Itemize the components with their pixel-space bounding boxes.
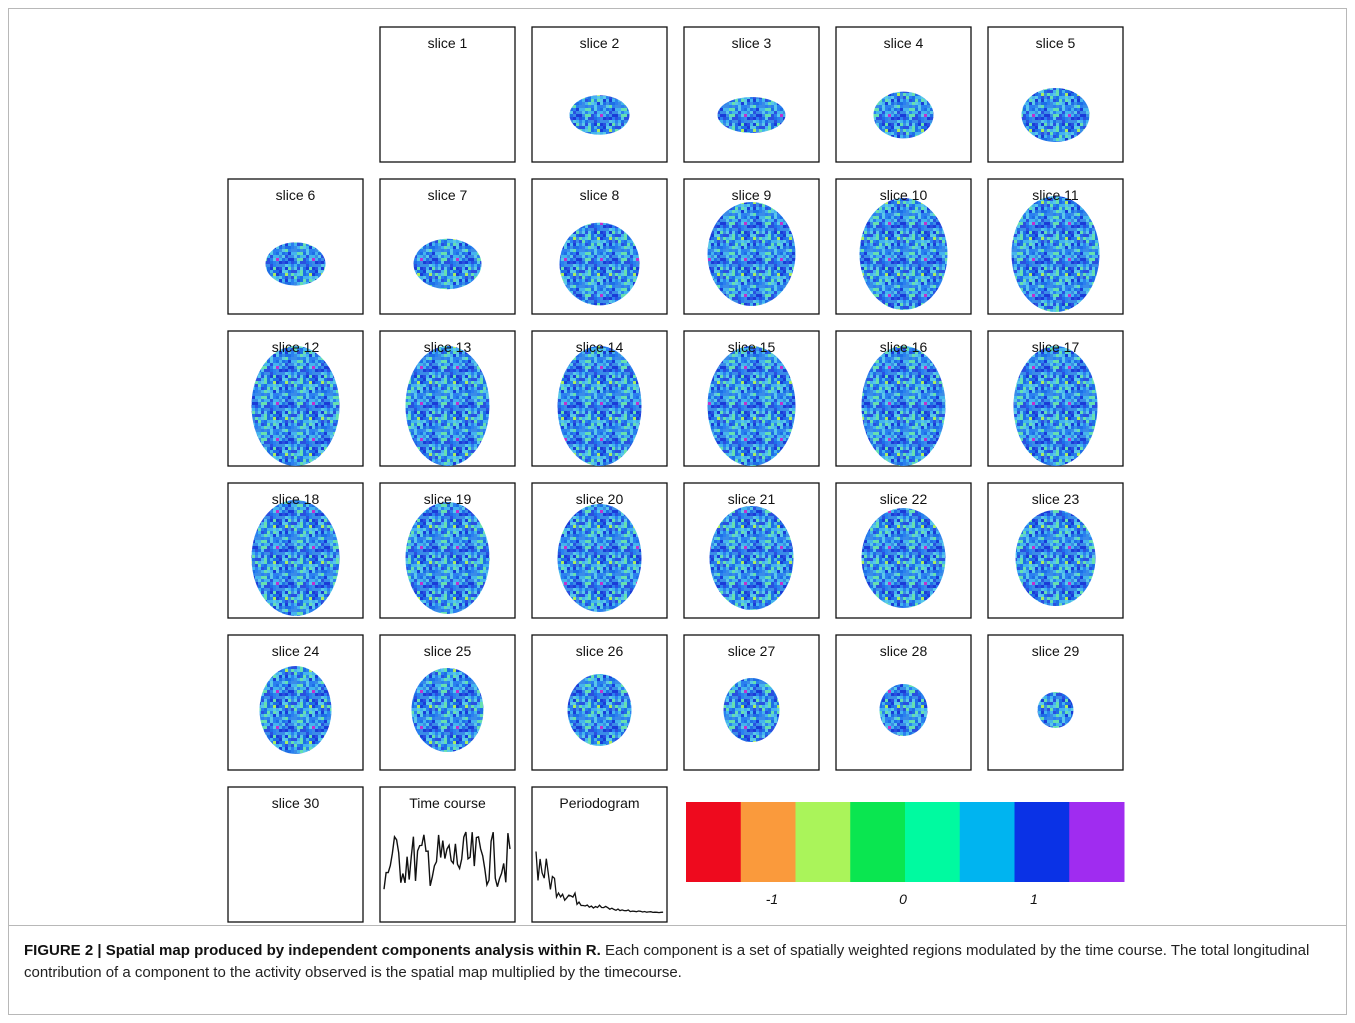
colorbar-swatch bbox=[686, 802, 741, 882]
panel-title: slice 23 bbox=[1032, 491, 1080, 507]
brain-map bbox=[260, 666, 332, 754]
brain-map bbox=[1014, 346, 1098, 466]
panel-title: slice 9 bbox=[732, 187, 772, 203]
panel-title: slice 7 bbox=[428, 187, 468, 203]
panel-title: slice 14 bbox=[576, 339, 624, 355]
brain-map bbox=[862, 508, 946, 608]
brain-map bbox=[710, 506, 794, 610]
panel-title: slice 11 bbox=[1032, 187, 1079, 203]
panel-title: slice 2 bbox=[580, 35, 620, 51]
brain-map bbox=[1038, 692, 1074, 728]
panel-title: slice 19 bbox=[424, 491, 472, 507]
caption: FIGURE 2 | Spatial map produced by indep… bbox=[24, 940, 1329, 984]
divider bbox=[8, 925, 1347, 926]
brain-map bbox=[252, 500, 340, 616]
panel-title: slice 1 bbox=[428, 35, 468, 51]
brain-map bbox=[252, 346, 340, 466]
panel-title: slice 29 bbox=[1032, 643, 1080, 659]
panel-title: slice 20 bbox=[576, 491, 624, 507]
panel-title: Time course bbox=[409, 795, 486, 811]
brain-map bbox=[558, 346, 642, 466]
panel-title: Periodogram bbox=[559, 795, 639, 811]
panel-title: slice 4 bbox=[884, 35, 924, 51]
brain-map bbox=[406, 346, 490, 466]
brain-map bbox=[570, 95, 630, 135]
brain-map bbox=[862, 346, 946, 466]
caption-title: FIGURE 2 | Spatial map produced by indep… bbox=[24, 942, 601, 959]
panel-title: slice 3 bbox=[732, 35, 772, 51]
panel-title: slice 28 bbox=[880, 643, 928, 659]
brain-map bbox=[560, 223, 640, 306]
panel-title: slice 22 bbox=[880, 491, 928, 507]
colorbar-swatch bbox=[796, 802, 851, 882]
panel-title: slice 18 bbox=[272, 491, 320, 507]
colorbar-swatch bbox=[905, 802, 960, 882]
colorbar-swatch bbox=[850, 802, 905, 882]
panel-title: slice 13 bbox=[424, 339, 472, 355]
panel-title: slice 26 bbox=[576, 643, 624, 659]
brain-map bbox=[412, 668, 484, 752]
brain-map bbox=[558, 504, 642, 612]
panel-title: slice 15 bbox=[728, 339, 776, 355]
colorbar-label: 0 bbox=[899, 891, 907, 907]
brain-map bbox=[860, 198, 948, 310]
brain-map bbox=[708, 202, 796, 306]
panel-title: slice 5 bbox=[1036, 35, 1076, 51]
colorbar-swatch bbox=[1015, 802, 1070, 882]
brain-map bbox=[1022, 88, 1090, 142]
brain-map bbox=[414, 239, 482, 289]
panel-title: slice 6 bbox=[276, 187, 316, 203]
panel-title: slice 12 bbox=[272, 339, 320, 355]
panel-title: slice 30 bbox=[272, 795, 320, 811]
brain-map bbox=[406, 502, 490, 614]
panel-title: slice 10 bbox=[880, 187, 928, 203]
panel-title: slice 25 bbox=[424, 643, 472, 659]
panel-title: slice 24 bbox=[272, 643, 320, 659]
brain-map bbox=[568, 674, 632, 746]
brain-map bbox=[718, 97, 786, 133]
brain-map bbox=[1012, 196, 1100, 312]
panel-title: slice 16 bbox=[880, 339, 928, 355]
brain-map bbox=[1016, 510, 1096, 606]
colorbar-swatch bbox=[960, 802, 1015, 882]
figure: slice 1 slice 2 slice 3 slice 4 slice 5 slice… bbox=[0, 0, 1355, 925]
colorbar-label: -1 bbox=[766, 891, 778, 907]
colorbar-swatch bbox=[741, 802, 796, 882]
colorbar-label: 1 bbox=[1030, 891, 1038, 907]
brain-map bbox=[724, 678, 780, 742]
panel-title: slice 21 bbox=[728, 491, 776, 507]
panel-title: slice 8 bbox=[580, 187, 620, 203]
page: slice 1 slice 2 slice 3 slice 4 slice 5 slice… bbox=[0, 0, 1355, 1023]
brain-map bbox=[708, 346, 796, 466]
panel-title: slice 17 bbox=[1032, 339, 1080, 355]
brain-map bbox=[266, 242, 326, 285]
brain-map bbox=[880, 684, 928, 736]
panel-title: slice 27 bbox=[728, 643, 776, 659]
brain-map bbox=[874, 92, 934, 139]
colorbar-swatch bbox=[1069, 802, 1124, 882]
